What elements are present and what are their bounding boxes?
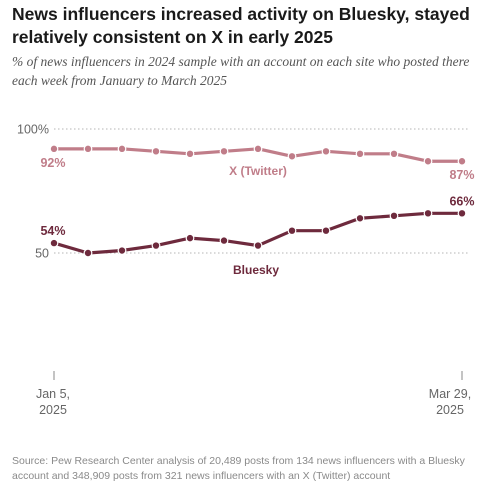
y-axis-ticks: 100% 50 [17, 123, 49, 261]
source-note: Source: Pew Research Center analysis of … [12, 455, 465, 482]
data-point-x-twitter-12 [457, 156, 467, 166]
x-tick-label-1-line2: 2025 [436, 403, 464, 417]
data-point-x-twitter-9 [355, 149, 365, 159]
chart-title: News influencers increased activity on B… [12, 4, 470, 47]
start-label-bluesky: 54% [40, 224, 65, 238]
data-point-bluesky-3 [151, 241, 161, 250]
line-chart: 100% 50 Jan 5, 2025 Mar 29, 2025 92% 87% 54% 66… [17, 123, 475, 418]
x-tick-label-0-line1: Jan 5, [36, 387, 70, 401]
data-point-x-twitter-10 [389, 149, 399, 159]
data-point-bluesky-9 [355, 213, 365, 223]
x-axis-ticks: Jan 5, 2025 Mar 29, 2025 [36, 371, 471, 417]
series-bluesky: 54% 66% [40, 194, 475, 258]
data-point-x-twitter-1 [83, 144, 93, 154]
data-point-bluesky-0 [49, 238, 59, 248]
chart-subtitle: % of news influencers in 2024 sample wit… [12, 54, 470, 88]
data-point-bluesky-12 [457, 208, 467, 218]
data-point-bluesky-7 [287, 226, 297, 236]
data-point-bluesky-2 [117, 246, 127, 255]
series-group: 92% 87% 54% 66% X (Twitter) Bluesky [40, 144, 475, 277]
data-point-bluesky-1 [83, 248, 93, 258]
data-point-x-twitter-8 [321, 146, 331, 156]
data-point-bluesky-11 [423, 208, 433, 218]
data-point-x-twitter-3 [151, 146, 161, 156]
data-point-x-twitter-0 [49, 144, 59, 154]
x-tick-label-1-line1: Mar 29, [429, 387, 471, 401]
y-tick-label-100: 100% [17, 123, 49, 137]
data-point-x-twitter-7 [287, 151, 297, 161]
data-point-x-twitter-11 [423, 156, 433, 166]
end-label-bluesky: 66% [449, 194, 474, 208]
data-point-bluesky-8 [321, 226, 331, 236]
data-point-bluesky-10 [389, 211, 399, 221]
data-point-bluesky-5 [219, 236, 229, 246]
series-x-twitter: 92% 87% [40, 144, 475, 182]
y-tick-label-50: 50 [35, 247, 49, 261]
data-point-x-twitter-6 [253, 144, 263, 154]
data-point-bluesky-4 [185, 233, 195, 243]
start-label-x-twitter: 92% [40, 156, 65, 170]
data-point-bluesky-6 [253, 241, 263, 250]
series-name-label-bluesky: Bluesky [233, 263, 279, 277]
data-point-x-twitter-5 [219, 146, 229, 156]
x-tick-label-0-line2: 2025 [39, 403, 67, 417]
end-label-x-twitter: 87% [449, 168, 474, 182]
data-point-x-twitter-4 [185, 149, 195, 159]
series-name-label-x-twitter: X (Twitter) [229, 164, 287, 178]
data-point-x-twitter-2 [117, 144, 127, 154]
